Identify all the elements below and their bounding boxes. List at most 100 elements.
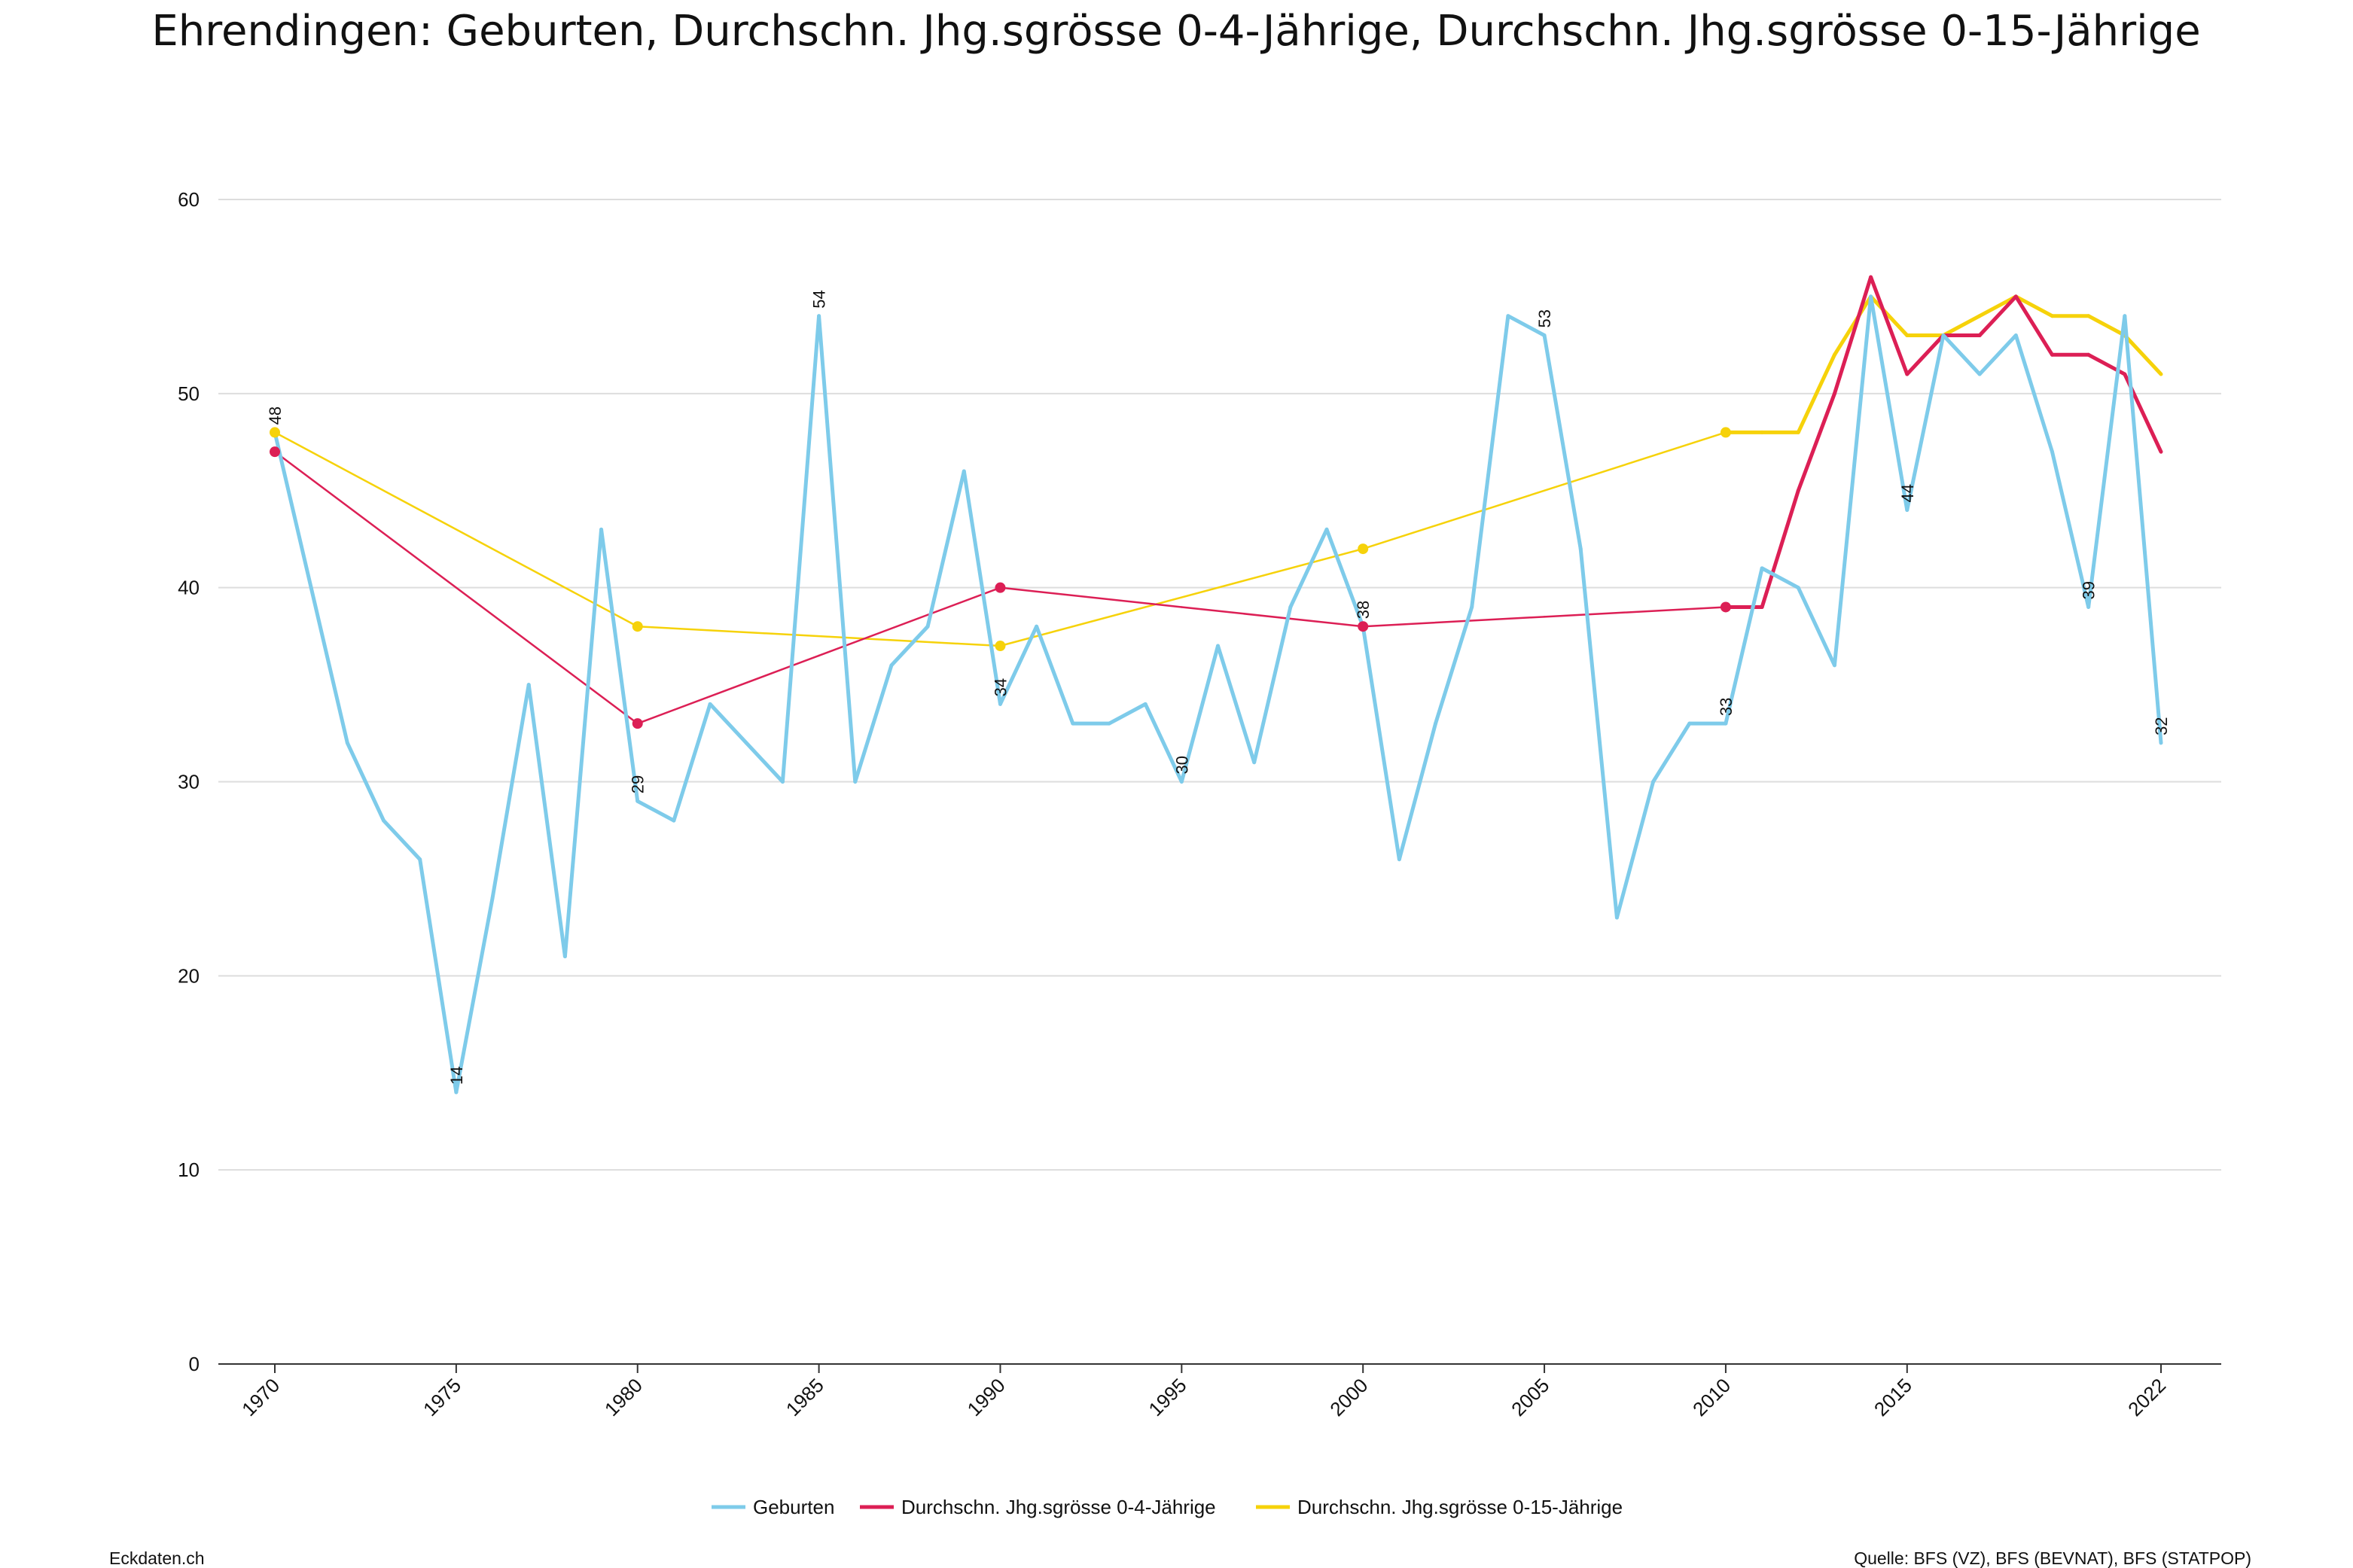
series-line-segment (1977, 294, 2018, 318)
series-line-segment (962, 469, 1002, 706)
series-line-segment (1035, 624, 1075, 726)
series-line-segment (490, 683, 531, 900)
series-line-segment (1977, 333, 2018, 376)
series-line-segment (1543, 606, 1727, 618)
y-tick-label: 30 (178, 771, 200, 793)
series-marker (270, 446, 280, 458)
series-line-segment (2013, 333, 2054, 454)
data-label: 34 (991, 678, 1010, 696)
series-line-segment (273, 450, 458, 589)
series-line-segment (1361, 616, 1546, 628)
series-line-segment (1832, 294, 1873, 668)
series-line-segment (925, 469, 966, 629)
series-line-segment (2050, 449, 2091, 609)
series-line-segment (1796, 586, 1836, 668)
series-line-segment (1107, 702, 1148, 726)
series-line-segment (1252, 604, 1293, 765)
y-tick-label: 0 (189, 1353, 200, 1375)
series-line-segment (1470, 314, 1510, 609)
series-line-segment (817, 314, 858, 784)
grid (218, 199, 2221, 1171)
series-line-segment (345, 741, 386, 823)
data-label: 44 (1898, 484, 1917, 502)
series-line-segment (1832, 275, 1873, 396)
x-tick-label: 1995 (1144, 1374, 1190, 1420)
series-line-segment (636, 654, 820, 725)
series-line-segment (1397, 721, 1438, 862)
series-line-segment (1905, 333, 1946, 376)
series-line-segment (1796, 391, 1836, 493)
series-line-segment (998, 624, 1039, 706)
series-line-segment (1434, 604, 1474, 726)
x-tick-label: 2015 (1870, 1374, 1916, 1420)
data-label: 33 (1717, 698, 1736, 716)
series-line-segment (599, 527, 640, 803)
series-line-segment (780, 314, 821, 784)
series-line-segment (1143, 702, 1184, 784)
series-line-segment (1760, 489, 1800, 609)
series-line-segment (1869, 275, 1910, 376)
series-line-segment (1324, 527, 1365, 629)
series-line-segment (635, 799, 676, 823)
x-tick-label: 1975 (419, 1374, 465, 1420)
data-label: 38 (1354, 601, 1373, 619)
series-marker (1720, 427, 1731, 438)
series-line-segment (2013, 294, 2054, 357)
x-tick-label: 1980 (600, 1374, 647, 1420)
series-marker (1358, 543, 1369, 555)
series-line-segment (1977, 294, 2018, 337)
x-tick-label: 2010 (1688, 1374, 1735, 1420)
series-marker (1720, 601, 1731, 613)
series-line-segment (1361, 431, 1727, 550)
series-line-segment (562, 527, 604, 959)
series-marker (995, 641, 1006, 652)
series-line-segment (1216, 644, 1257, 765)
y-tick-label: 40 (178, 577, 200, 599)
series-line-segment (1941, 333, 1982, 376)
series-line-segment (1869, 294, 1910, 337)
legend-label: Durchschn. Jhg.sgrösse 0-15-Jährige (1297, 1496, 1623, 1518)
y-tick-label: 20 (178, 964, 200, 987)
series-line-segment (818, 586, 1001, 657)
series-marker (632, 718, 643, 729)
data-label: 54 (810, 290, 829, 308)
legend: Geburten Durchschn. Jhg.sgrösse 0-4-Jähri… (712, 1496, 1623, 1518)
series-line-segment (309, 586, 349, 745)
series-line-segment (2013, 294, 2054, 318)
series-line-segment (1869, 294, 1910, 513)
footer-source: Quelle: BFS (VZ), BFS (BEVNAT), BFS (STA… (1854, 1548, 2251, 1568)
data-label: 39 (2080, 581, 2098, 599)
series-marker (1358, 621, 1369, 632)
series-line-segment (1614, 780, 1656, 920)
footer-brand: Eckdaten.ch (109, 1548, 205, 1568)
series-line-segment (2123, 314, 2163, 745)
axes: 0 10 20 30 40 50 60 1970 1975 1980 1985 1990 1995 200… (178, 188, 2221, 1420)
series-line-segment (418, 857, 459, 1095)
series-marker (270, 427, 280, 438)
data-labels: 48 14 29 54 34 30 38 53 33 44 39 32 (266, 290, 2171, 1085)
series-line-segment (1288, 527, 1329, 609)
data-label: 30 (1172, 756, 1191, 774)
x-tick-label: 2005 (1507, 1374, 1553, 1420)
data-label: 14 (447, 1067, 466, 1085)
data-label: 53 (1535, 309, 1554, 327)
series-line-segment (744, 741, 785, 784)
chart-title: Ehrendingen: Geburten, Durchschn. Jhg.sg… (151, 7, 2200, 56)
series-line-segment (1578, 547, 1619, 920)
series-line-segment (273, 431, 639, 628)
series-lines (273, 275, 2163, 1095)
y-tick-label: 60 (178, 188, 200, 211)
series-line-segment (1760, 566, 1800, 590)
series-line-segment (636, 625, 1001, 647)
series-line-segment (1651, 721, 1692, 784)
series-line-segment (1724, 566, 1764, 726)
series-line-segment (1905, 333, 1946, 513)
series-line-segment (382, 818, 422, 862)
series-marker (632, 621, 643, 632)
x-tick-label: 1985 (782, 1374, 828, 1420)
x-tick-label: 1990 (963, 1374, 1010, 1420)
series-line-segment (2086, 314, 2127, 609)
x-tick-label: 2022 (2123, 1374, 2170, 1420)
series-line-segment (1941, 314, 1982, 337)
series-line-segment (1796, 352, 1836, 434)
